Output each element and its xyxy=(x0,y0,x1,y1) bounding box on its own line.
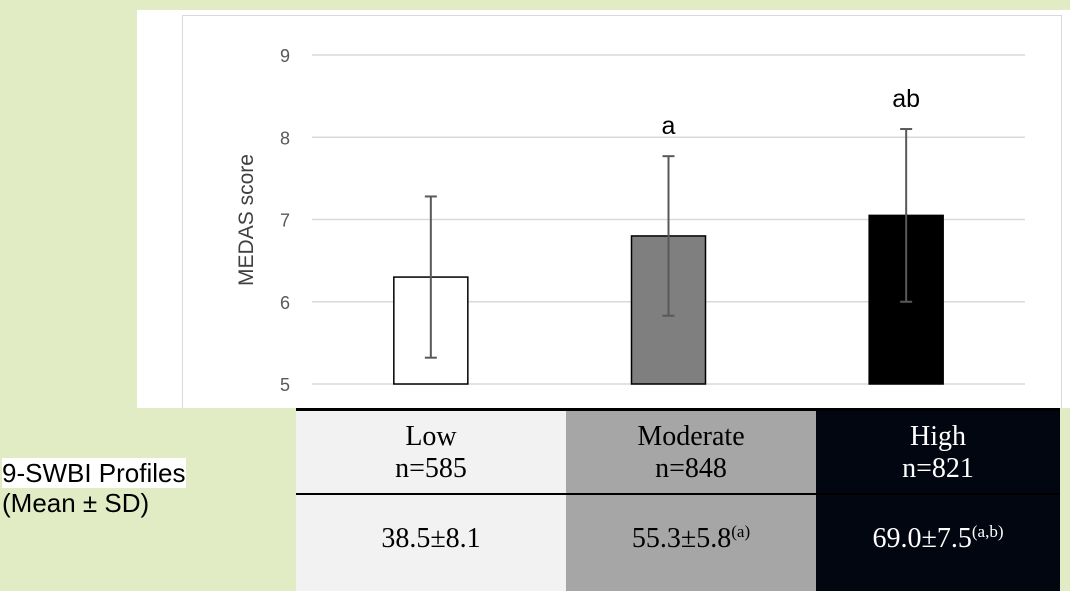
chart-frame xyxy=(182,15,1062,408)
profile-name-moderate: Moderate xyxy=(637,421,745,452)
y-axis-ticks: 5 6 7 8 9 xyxy=(280,46,290,395)
column-header-low: Low n=585 xyxy=(296,408,566,495)
column-header-high: High n=821 xyxy=(816,408,1060,495)
y-tick-label-7: 7 xyxy=(280,211,290,231)
mean-cell-high: 69.0±7.5(a,b) xyxy=(816,495,1060,591)
superscript-moderate: (a) xyxy=(731,522,751,541)
profile-n-moderate: n=848 xyxy=(655,453,727,484)
profile-name-high: High xyxy=(910,421,966,452)
annotation-moderate: a xyxy=(662,112,676,140)
y-axis-label: MEDAS score xyxy=(235,154,258,286)
error-bars xyxy=(424,128,913,359)
bar-chart: 5 6 7 8 9 MEDAS score a ab xyxy=(235,46,1025,395)
superscript-high: (a,b) xyxy=(971,522,1004,541)
significance-annotations: a ab xyxy=(662,85,921,140)
row-label: 9-SWBI Profiles (Mean ± SD) xyxy=(2,458,186,518)
mean-value-high: 69.0±7.5(a,b) xyxy=(872,522,1004,554)
mean-cell-low: 38.5±8.1 xyxy=(296,495,566,591)
error-bar-low xyxy=(424,195,437,359)
y-tick-label-8: 8 xyxy=(280,128,290,148)
y-tick-label-9: 9 xyxy=(280,46,290,66)
error-bar-high xyxy=(900,128,913,303)
row-label-line2: (Mean ± SD) xyxy=(2,488,150,518)
y-tick-label-6: 6 xyxy=(280,293,290,313)
profile-n-low: n=585 xyxy=(395,453,467,484)
annotation-high: ab xyxy=(892,85,920,113)
mean-cell-moderate: 55.3±5.8(a) xyxy=(566,495,816,591)
profile-name-low: Low xyxy=(405,421,457,452)
row-label-line1: 9-SWBI Profiles xyxy=(2,458,186,488)
mean-value-low: 38.5±8.1 xyxy=(381,523,481,554)
profile-n-high: n=821 xyxy=(902,453,974,484)
error-bar-moderate xyxy=(662,155,675,317)
y-tick-label-5: 5 xyxy=(280,375,290,395)
column-header-moderate: Moderate n=848 xyxy=(566,408,816,495)
mean-value-moderate: 55.3±5.8(a) xyxy=(631,522,751,554)
